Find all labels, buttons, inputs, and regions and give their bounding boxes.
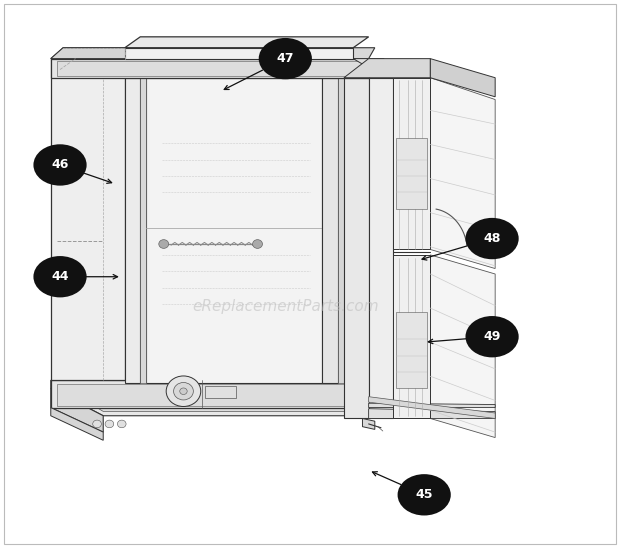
Polygon shape: [51, 380, 369, 408]
Polygon shape: [51, 389, 104, 432]
Polygon shape: [430, 255, 495, 437]
Polygon shape: [393, 78, 430, 249]
Ellipse shape: [399, 475, 450, 515]
Polygon shape: [51, 59, 125, 380]
Polygon shape: [344, 78, 369, 419]
Text: 45: 45: [415, 488, 433, 501]
Text: 47: 47: [277, 52, 294, 65]
Circle shape: [117, 420, 126, 428]
Circle shape: [174, 383, 193, 400]
Ellipse shape: [466, 219, 518, 258]
Circle shape: [166, 376, 201, 407]
Polygon shape: [338, 78, 344, 383]
Polygon shape: [146, 78, 322, 383]
Ellipse shape: [35, 257, 86, 296]
Ellipse shape: [466, 317, 518, 356]
Polygon shape: [51, 48, 375, 59]
Polygon shape: [369, 403, 495, 408]
Polygon shape: [51, 380, 369, 416]
Polygon shape: [353, 59, 384, 70]
Polygon shape: [51, 48, 137, 59]
Text: 44: 44: [51, 270, 69, 283]
Text: 48: 48: [484, 232, 501, 245]
Circle shape: [159, 239, 169, 248]
Polygon shape: [363, 419, 375, 430]
Circle shape: [180, 388, 187, 395]
Polygon shape: [125, 78, 140, 383]
Polygon shape: [140, 78, 146, 383]
Polygon shape: [369, 409, 495, 419]
Circle shape: [93, 420, 102, 428]
Circle shape: [252, 239, 262, 248]
Polygon shape: [369, 397, 495, 419]
Polygon shape: [396, 312, 427, 389]
Polygon shape: [393, 255, 430, 419]
Polygon shape: [57, 61, 363, 76]
Text: 46: 46: [51, 158, 69, 172]
Ellipse shape: [35, 145, 86, 185]
Polygon shape: [205, 386, 236, 398]
Polygon shape: [57, 384, 363, 406]
Polygon shape: [430, 59, 495, 97]
Polygon shape: [51, 408, 104, 440]
Polygon shape: [51, 59, 369, 78]
Text: 49: 49: [484, 330, 501, 343]
Polygon shape: [396, 138, 427, 209]
Text: eReplacementParts.com: eReplacementParts.com: [192, 299, 379, 314]
Polygon shape: [60, 384, 356, 412]
Polygon shape: [125, 48, 353, 59]
Polygon shape: [369, 78, 393, 419]
Polygon shape: [322, 78, 338, 383]
Polygon shape: [344, 59, 430, 78]
Ellipse shape: [260, 39, 311, 78]
Polygon shape: [369, 380, 384, 416]
Circle shape: [105, 420, 113, 428]
Polygon shape: [430, 78, 495, 269]
Polygon shape: [125, 37, 369, 48]
